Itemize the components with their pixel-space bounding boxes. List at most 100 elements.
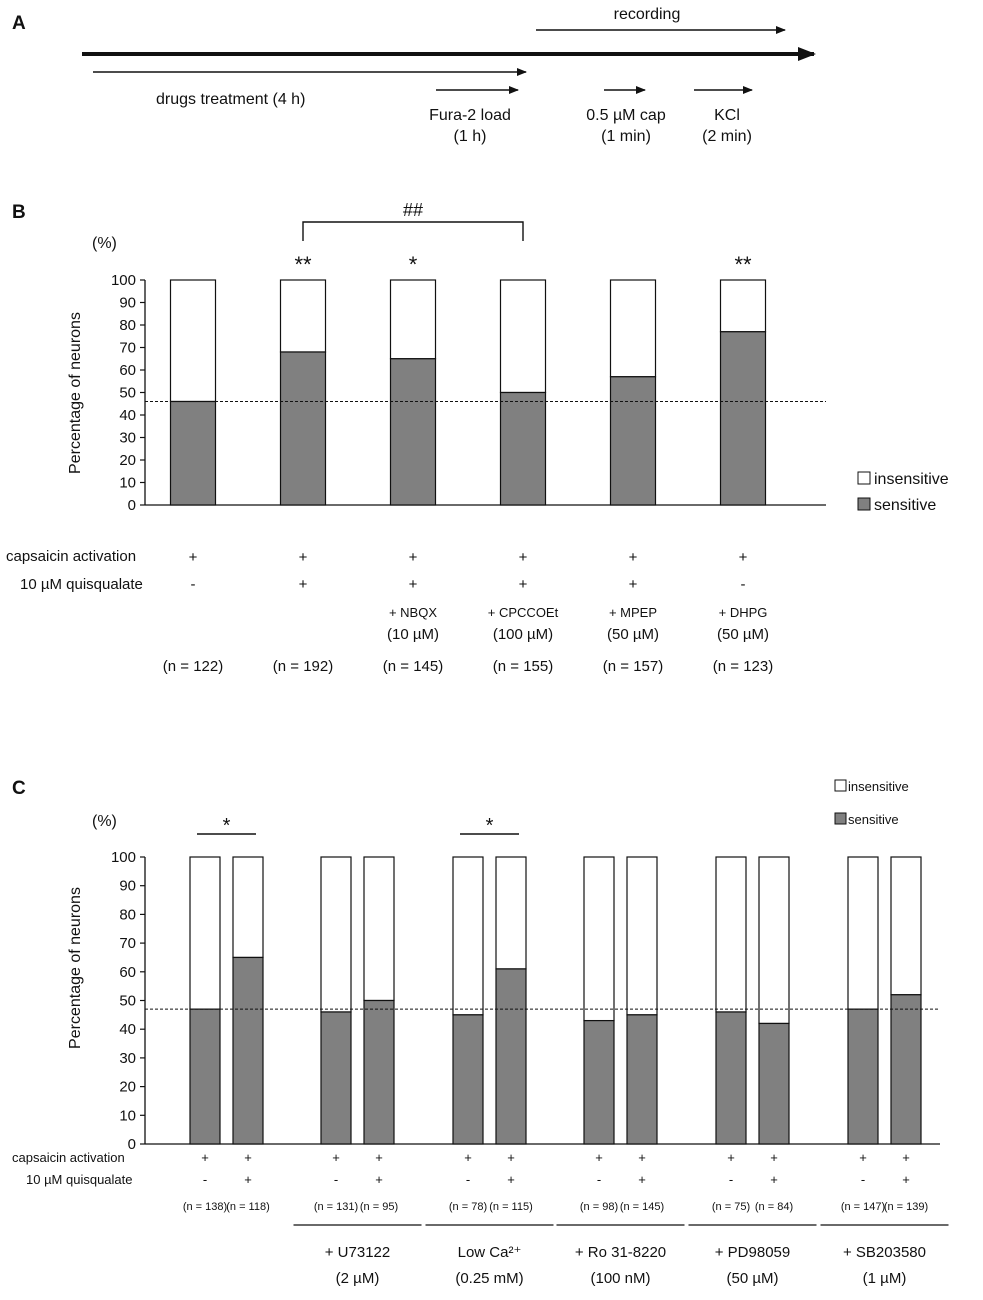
panel-c-y-tick-label: 80: [119, 906, 136, 923]
panel-c-group-dose: (0.25 mM): [455, 1270, 523, 1287]
panel-c-letter: C: [12, 778, 26, 799]
panel-b-y-title: Percentage of neurons: [67, 312, 84, 474]
panel-b-capsaicin-sign: +: [409, 549, 418, 566]
panel-c-capsaicin-sign: +: [375, 1150, 383, 1165]
panel-b-bracket-label: ##: [403, 200, 423, 220]
panel-c-bar-insensitive: [847, 856, 879, 1010]
panel-c-y-tick-label: 10: [119, 1107, 136, 1124]
capsaicin-label: 0.5 µM cap: [586, 107, 666, 124]
fura-load-time: (1 h): [454, 128, 487, 145]
panel-b-quisqualate-sign: +: [629, 576, 638, 593]
panel-b-treatment-dose: (10 µM): [387, 626, 439, 643]
panel-b-row-quisqualate: 10 µM quisqualate: [20, 576, 143, 593]
panel-c-n-label: (n = 84): [755, 1201, 793, 1213]
panel-c-group-label: + U73122: [325, 1244, 390, 1261]
panel-c-bar-insensitive: [495, 856, 527, 970]
panel-c-capsaicin-sign: +: [595, 1150, 603, 1165]
panel-b-y-tick-label: 70: [119, 340, 136, 357]
panel-c-quisqualate-sign: -: [861, 1172, 865, 1187]
panel-b-bar-sensitive: [169, 400, 217, 506]
panel-c-n-label: (n = 139): [884, 1201, 928, 1213]
panel-b-quisqualate-sign: +: [409, 576, 418, 593]
panel-b-legend-sensitive: sensitive: [874, 497, 936, 514]
panel-c-bar-insensitive: [626, 856, 658, 1016]
panel-b-bar-insensitive: [169, 279, 217, 403]
panel-c-capsaicin-sign: +: [332, 1150, 340, 1165]
panel-b-quisqualate-sign: -: [741, 576, 746, 593]
panel-c-bar-insensitive: [320, 856, 352, 1013]
panel-b-y-tick-label: 10: [119, 475, 136, 492]
panel-b-bar-sensitive: [499, 391, 547, 506]
panel-c-n-label: (n = 131): [314, 1201, 358, 1213]
panel-c-group-dose: (1 µM): [863, 1270, 907, 1287]
panel-b-bar-sensitive: [279, 351, 327, 506]
panel-c-capsaicin-sign: +: [201, 1150, 209, 1165]
panel-c-legend-insensitive-swatch: [834, 779, 847, 792]
panel-b-legend-insensitive: insensitive: [874, 471, 949, 488]
panel-c-group-label: + SB203580: [843, 1244, 926, 1261]
panel-c-y-tick-label: 50: [119, 993, 136, 1010]
panel-a: A recording drugs treatment (4 h) Fura-2…: [12, 6, 816, 145]
panel-c-n-label: (n = 78): [449, 1201, 487, 1213]
drugs-treatment-label: drugs treatment (4 h): [156, 91, 305, 108]
panel-c-y-tick-label: 60: [119, 964, 136, 981]
panel-c-legend-sensitive-swatch: [834, 812, 847, 825]
panel-b-letter: B: [12, 202, 26, 223]
panel-b-row-capsaicin: capsaicin activation: [6, 548, 136, 565]
panel-c-n-label: (n = 145): [620, 1201, 664, 1213]
panel-b-bar-sensitive: [609, 376, 657, 506]
panel-c-n-label: (n = 98): [580, 1201, 618, 1213]
panel-c-bar-insensitive: [189, 856, 221, 1010]
panel-b-n-label: (n = 123): [713, 658, 773, 675]
panel-b-treatment-dose: (50 µM): [717, 626, 769, 643]
panel-c-bar-insensitive: [715, 856, 747, 1013]
panel-c-quisqualate-sign: +: [902, 1172, 910, 1187]
panel-c-y-unit: (%): [92, 813, 117, 830]
panel-c-capsaicin-sign: +: [727, 1150, 735, 1165]
panel-c-bar-sensitive: [495, 968, 527, 1145]
panel-c-group-label: + PD98059: [715, 1244, 790, 1261]
panel-b-legend-insensitive-swatch: [857, 471, 871, 485]
panel-b-bar-insensitive: [499, 279, 547, 394]
panel-b-treatment: + CPCCOEt: [488, 605, 559, 620]
panel-b-bracket: [302, 221, 524, 241]
panel-c-bar-insensitive: [583, 856, 615, 1022]
panel-c-bar-sensitive: [232, 956, 264, 1145]
panel-c-bar-sensitive: [189, 1008, 221, 1145]
panel-c-bar-sensitive: [583, 1019, 615, 1145]
panel-b-legend-sensitive-swatch: [857, 497, 871, 511]
kcl-time: (2 min): [702, 128, 752, 145]
panel-c-quisqualate-sign: +: [375, 1172, 383, 1187]
panel-b-y-unit: (%): [92, 235, 117, 252]
panel-c-capsaicin-sign: +: [638, 1150, 646, 1165]
panel-c-group-dose: (50 µM): [727, 1270, 779, 1287]
panel-c-capsaicin-sign: +: [770, 1150, 778, 1165]
panel-c-legend-sensitive: sensitive: [848, 812, 899, 827]
panel-b-y-tick-label: 90: [119, 295, 136, 312]
panel-c-y-title: Percentage of neurons: [67, 887, 84, 1049]
panel-c-n-label: (n = 75): [712, 1201, 750, 1213]
panel-c-group-label: + Ro 31-8220: [575, 1244, 666, 1261]
panel-c-y-tick-label: 30: [119, 1050, 136, 1067]
panel-b-y-tick-label: 50: [119, 385, 136, 402]
panel-b-significance: **: [294, 252, 312, 277]
panel-c-group-label: Low Ca²⁺: [458, 1244, 522, 1261]
panel-c-bar-sensitive: [320, 1011, 352, 1145]
panel-b-bar-insensitive: [719, 279, 767, 333]
panel-b-treatment: + MPEP: [609, 605, 657, 620]
panel-b-y-tick-label: 40: [119, 407, 136, 424]
panel-c-bar-sensitive: [363, 999, 395, 1145]
panel-b-n-label: (n = 192): [273, 658, 333, 675]
panel-c-capsaicin-sign: +: [464, 1150, 472, 1165]
panel-c-bar-insensitive: [232, 856, 264, 959]
panel-b-bar-sensitive: [719, 331, 767, 506]
panel-c-y-tick-label: 20: [119, 1079, 136, 1096]
panel-b-capsaicin-sign: +: [299, 549, 308, 566]
panel-b-capsaicin-sign: +: [519, 549, 528, 566]
panel-b-quisqualate-sign: +: [519, 576, 528, 593]
panel-c-bar-insensitive: [758, 856, 790, 1025]
panel-c-quisqualate-sign: -: [597, 1172, 601, 1187]
panel-b-significance: **: [734, 252, 752, 277]
panel-b-y-tick-label: 80: [119, 317, 136, 334]
